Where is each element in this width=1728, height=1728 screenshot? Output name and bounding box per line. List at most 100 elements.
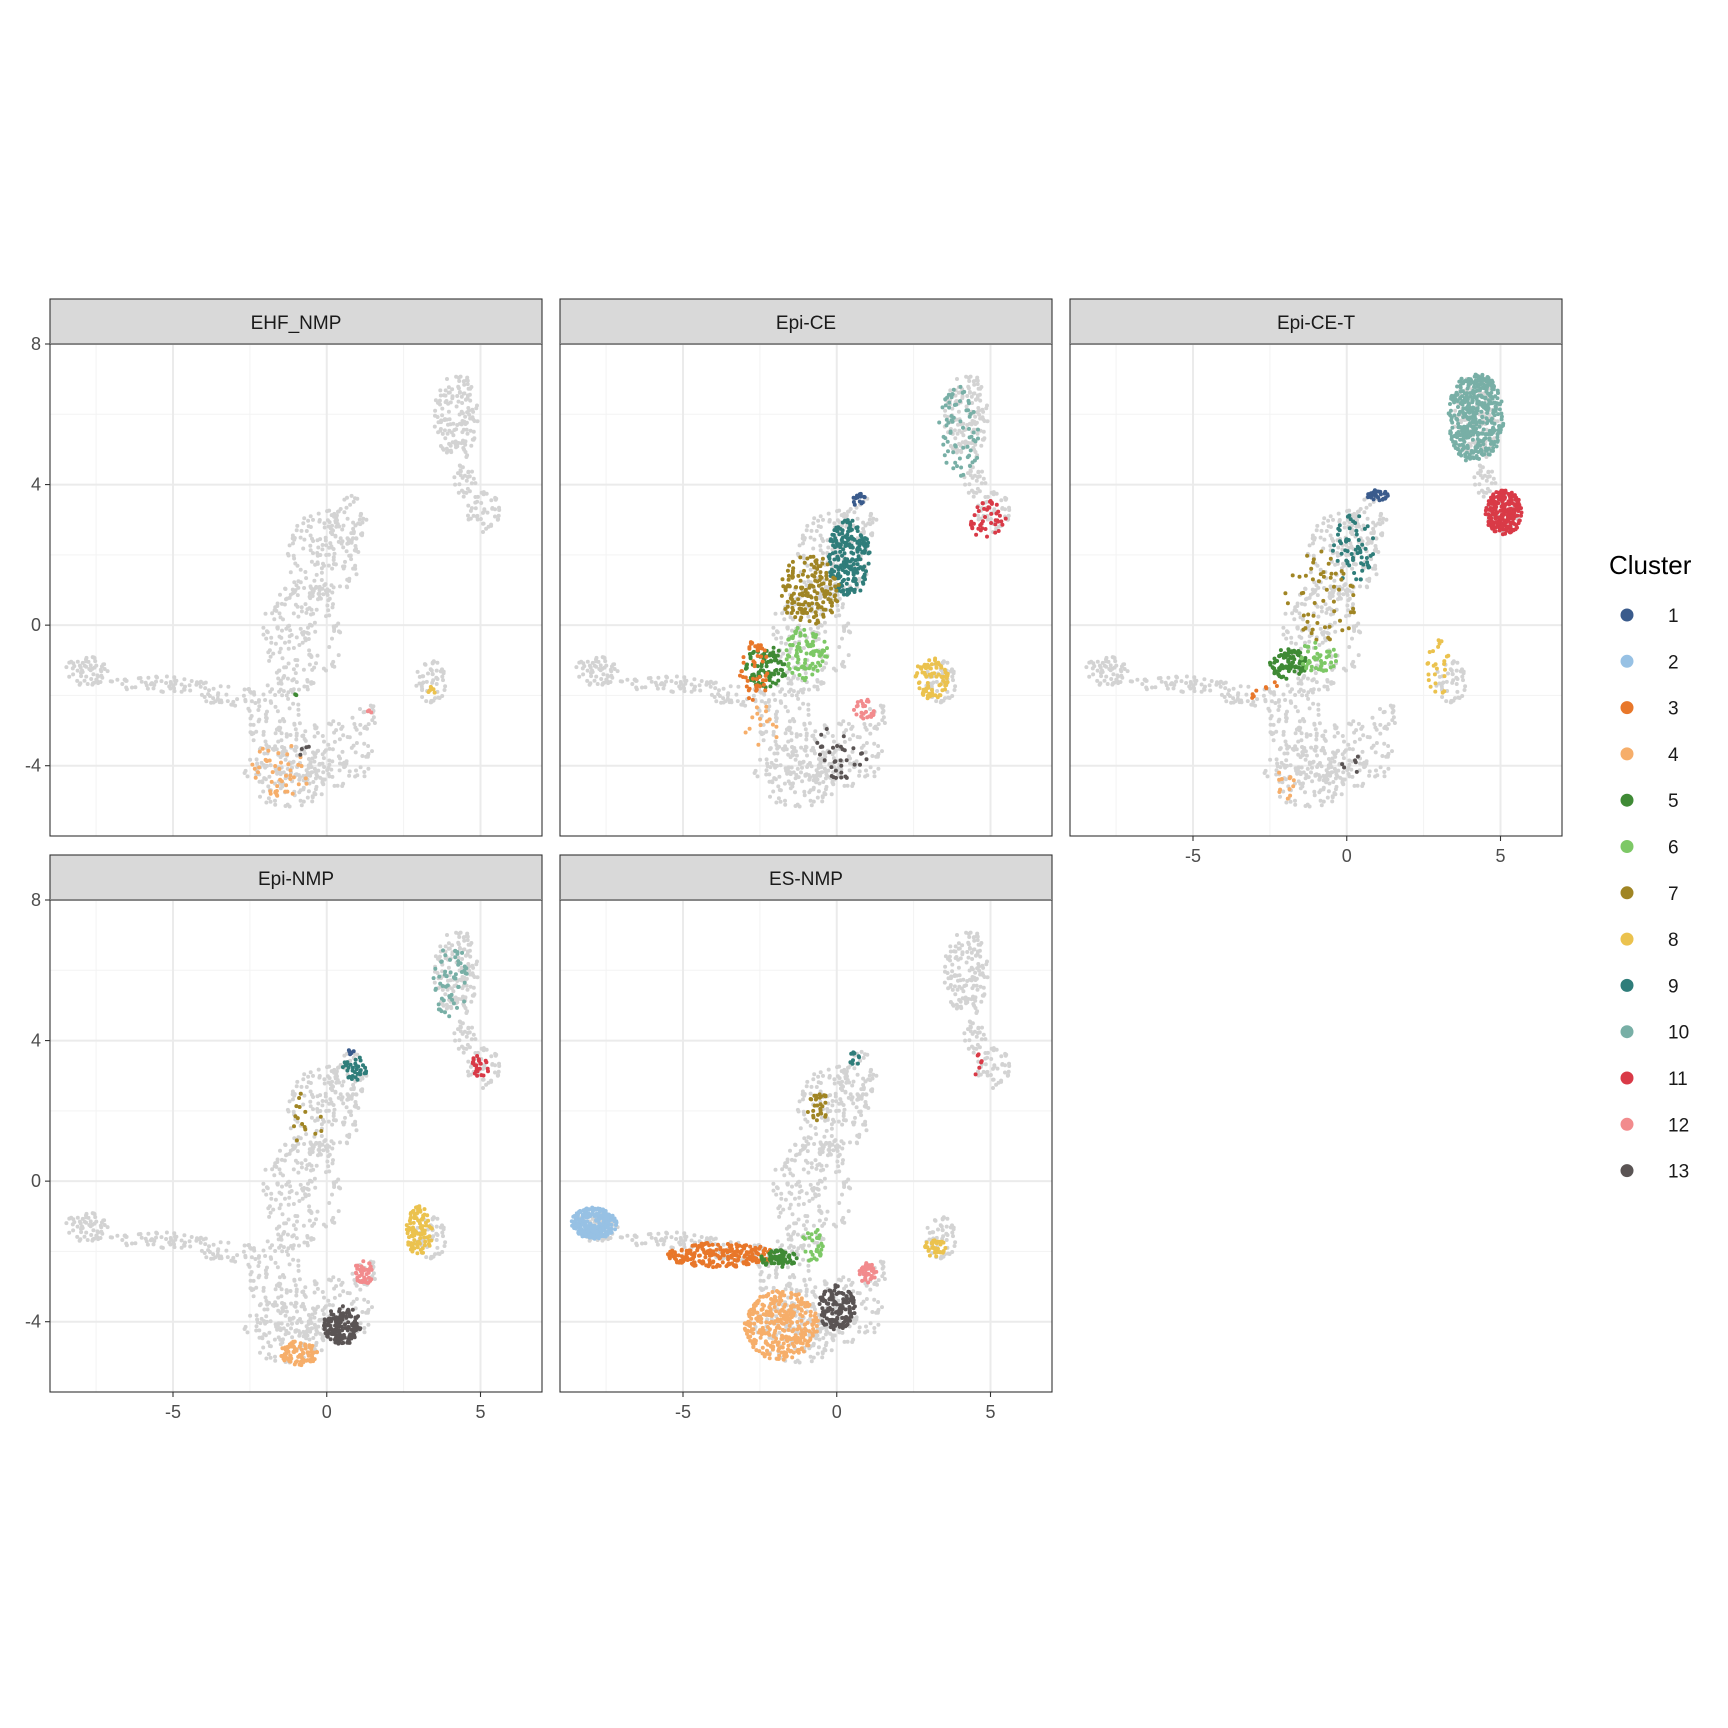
background-point [1288, 763, 1293, 768]
background-point [599, 677, 604, 681]
cluster-9-point [845, 532, 850, 537]
cluster-9-point [843, 557, 848, 561]
background-point [725, 696, 730, 701]
background-point [340, 539, 345, 544]
background-point [297, 687, 301, 692]
cluster-5-point [748, 654, 753, 659]
background-point [261, 789, 266, 794]
background-point [446, 385, 451, 390]
cluster-3-point [750, 697, 755, 702]
background-point [1307, 639, 1312, 644]
background-point [1295, 771, 1300, 776]
background-point [84, 674, 89, 679]
cluster-3-point [745, 678, 750, 683]
cluster-13-point [829, 765, 834, 770]
background-point [803, 727, 808, 732]
background-point [291, 541, 295, 546]
cluster-13-point [299, 747, 304, 751]
background-point [258, 794, 262, 799]
cluster-10-point [1491, 426, 1496, 431]
background-point [288, 628, 293, 633]
background-point [1319, 764, 1324, 769]
background-point [454, 374, 459, 379]
background-point [1354, 524, 1359, 529]
cluster-10-point [945, 395, 950, 400]
cluster-11-point [997, 513, 1002, 518]
background-point [274, 670, 279, 675]
cluster-7-point [829, 603, 834, 608]
background-point [802, 793, 807, 798]
cluster-11-point [1000, 522, 1005, 527]
cluster-9-point [849, 587, 854, 592]
background-point [346, 537, 351, 542]
background-point [1461, 671, 1466, 676]
background-point [831, 782, 836, 787]
cluster-10-point [1466, 409, 1471, 414]
background-point [1224, 699, 1229, 704]
background-point [1301, 675, 1306, 680]
background-point [1188, 686, 1193, 691]
background-point [597, 667, 602, 671]
cluster-5-point [764, 664, 769, 669]
background-point [655, 686, 660, 691]
background-point [334, 524, 339, 529]
background-point [293, 671, 298, 676]
cluster-10-point [1491, 387, 1496, 392]
cluster-10-point [1452, 443, 1456, 448]
cluster-10-point [1485, 411, 1490, 415]
cluster-13-point [859, 751, 863, 756]
background-point [1274, 757, 1279, 762]
background-point [211, 700, 216, 705]
cluster-13-point [822, 758, 827, 763]
background-point [306, 637, 311, 641]
cluster-10-point [1464, 445, 1469, 450]
cluster-9-point [860, 550, 865, 555]
background-point [981, 429, 986, 434]
background-point [1314, 731, 1319, 736]
background-point [342, 510, 347, 515]
cluster-9-point [845, 592, 850, 597]
background-point [955, 377, 959, 381]
background-point [295, 658, 300, 663]
cluster-4-point [758, 716, 762, 721]
background-point [1193, 681, 1198, 686]
background-point [1179, 679, 1184, 684]
cluster-10-point [1471, 450, 1476, 455]
cluster-10-point [1495, 435, 1500, 440]
cluster-10-point [1497, 424, 1502, 428]
background-point [1271, 722, 1276, 727]
background-point [1345, 587, 1350, 592]
cluster-13-point [852, 762, 857, 767]
background-point [1484, 478, 1489, 483]
background-point [319, 578, 324, 582]
background-point [327, 746, 332, 751]
cluster-12-point [852, 707, 856, 712]
background-point [1359, 726, 1364, 731]
background-point [960, 394, 965, 399]
cluster-9-point [846, 538, 851, 542]
cluster-10-point [968, 464, 972, 468]
cluster-7-point [796, 602, 801, 607]
background-point [435, 660, 440, 665]
background-point [278, 786, 283, 791]
background-point [473, 495, 478, 499]
background-point [84, 655, 89, 660]
background-point [697, 683, 702, 688]
background-point [789, 738, 794, 743]
background-point [1104, 655, 1109, 660]
cluster-12-point [854, 704, 859, 709]
cluster-4-point [268, 791, 273, 796]
background-point [79, 674, 84, 679]
cluster-9-point [837, 575, 841, 580]
background-point [309, 623, 314, 628]
cluster-5-point [767, 653, 772, 658]
background-point [325, 509, 330, 514]
background-point [320, 734, 325, 738]
background-point [1214, 682, 1219, 687]
background-point [1330, 799, 1335, 804]
cluster-4-point [277, 766, 282, 771]
background-point [344, 505, 349, 510]
background-point [194, 682, 199, 687]
cluster-3-point [747, 696, 751, 701]
background-point [297, 777, 302, 782]
